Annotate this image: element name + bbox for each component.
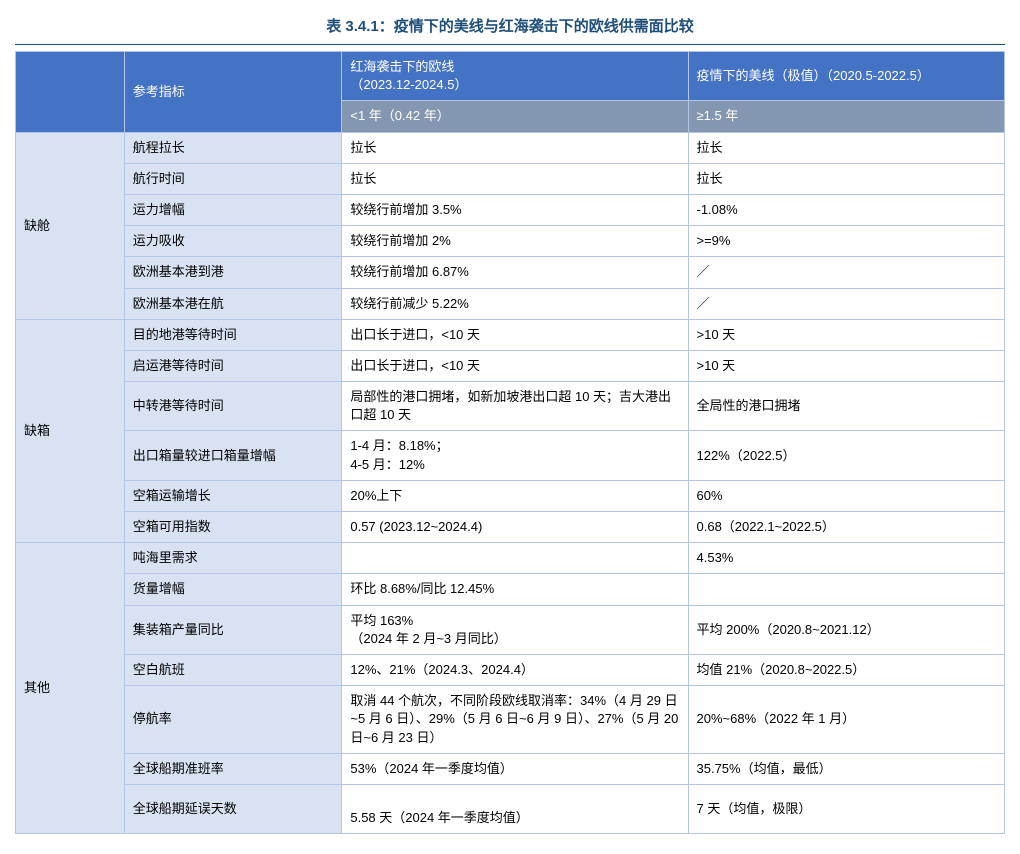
indicator-cell: 空箱运输增长 [124, 480, 342, 511]
table-row: 启运港等待时间出口长于进口，<10 天>10 天 [16, 350, 1005, 381]
comparison-table: 参考指标 红海袭击下的欧线（2023.12-2024.5） 疫情下的美线（极值）… [15, 51, 1005, 834]
eu-cell [342, 543, 688, 574]
eu-cell: 较绕行前增加 3.5% [342, 194, 688, 225]
indicator-cell: 欧洲基本港在航 [124, 288, 342, 319]
table-row: 缺箱目的地港等待时间出口长于进口，<10 天>10 天 [16, 319, 1005, 350]
eu-cell: 0.57 (2023.12~2024.4) [342, 512, 688, 543]
us-cell: 0.68（2022.1~2022.5） [688, 512, 1005, 543]
table-row: 全球船期准班率53%（2024 年一季度均值）35.75%（均值，最低） [16, 753, 1005, 784]
table-row: 中转港等待时间局部性的港口拥堵，如新加坡港出口超 10 天；吉大港出口超 10 … [16, 382, 1005, 431]
eu-cell: 拉长 [342, 132, 688, 163]
indicator-cell: 集装箱产量同比 [124, 605, 342, 654]
indicator-cell: 运力吸收 [124, 226, 342, 257]
table-row: 欧洲基本港到港较绕行前增加 6.87%／ [16, 257, 1005, 288]
title-rule [15, 44, 1005, 45]
eu-cell: 53%（2024 年一季度均值） [342, 753, 688, 784]
indicator-cell: 中转港等待时间 [124, 382, 342, 431]
indicator-cell: 出口箱量较进口箱量增幅 [124, 431, 342, 480]
header-blank [16, 52, 125, 133]
indicator-cell: 运力增幅 [124, 194, 342, 225]
eu-cell: 局部性的港口拥堵，如新加坡港出口超 10 天；吉大港出口超 10 天 [342, 382, 688, 431]
header-us: 疫情下的美线（极值）（2020.5-2022.5） [688, 52, 1005, 101]
subheader-eu: <1 年（0.42 年） [342, 101, 688, 132]
table-row: 空箱可用指数0.57 (2023.12~2024.4)0.68（2022.1~2… [16, 512, 1005, 543]
us-cell: >=9% [688, 226, 1005, 257]
indicator-cell: 航行时间 [124, 163, 342, 194]
eu-cell: 环比 8.68%/同比 12.45% [342, 574, 688, 605]
us-cell: 均值 21%（2020.8~2022.5） [688, 654, 1005, 685]
table-row: 空白航班12%、21%（2024.3、2024.4）均值 21%（2020.8~… [16, 654, 1005, 685]
indicator-cell: 航程拉长 [124, 132, 342, 163]
table-row: 缺舱航程拉长拉长拉长 [16, 132, 1005, 163]
eu-cell: 较绕行前增加 2% [342, 226, 688, 257]
us-cell: 7 天（均值，极限） [688, 784, 1005, 833]
eu-cell: 拉长 [342, 163, 688, 194]
eu-cell: 较绕行前增加 6.87% [342, 257, 688, 288]
table-row: 运力增幅较绕行前增加 3.5%-1.08% [16, 194, 1005, 225]
eu-cell: 20%上下 [342, 480, 688, 511]
table-row: 运力吸收较绕行前增加 2%>=9% [16, 226, 1005, 257]
table-row: 空箱运输增长20%上下60% [16, 480, 1005, 511]
eu-cell: 出口长于进口，<10 天 [342, 350, 688, 381]
indicator-cell: 货量增幅 [124, 574, 342, 605]
indicator-cell: 启运港等待时间 [124, 350, 342, 381]
us-cell: >10 天 [688, 319, 1005, 350]
eu-cell: 1-4 月：8.18%；4-5 月：12% [342, 431, 688, 480]
table-row: 欧洲基本港在航较绕行前减少 5.22%／ [16, 288, 1005, 319]
us-cell: 20%~68%（2022 年 1 月） [688, 686, 1005, 754]
us-cell [688, 574, 1005, 605]
eu-cell: 取消 44 个航次，不同阶段欧线取消率：34%（4 月 29 日~5 月 6 日… [342, 686, 688, 754]
us-cell: >10 天 [688, 350, 1005, 381]
table-row: 其他吨海里需求4.53% [16, 543, 1005, 574]
eu-cell: 较绕行前减少 5.22% [342, 288, 688, 319]
table-row: 航行时间拉长拉长 [16, 163, 1005, 194]
us-cell: ／ [688, 257, 1005, 288]
us-cell: 60% [688, 480, 1005, 511]
table-title: 表 3.4.1：疫情下的美线与红海袭击下的欧线供需面比较 [15, 15, 1005, 36]
us-cell: 35.75%（均值，最低） [688, 753, 1005, 784]
subheader-us: ≥1.5 年 [688, 101, 1005, 132]
indicator-cell: 空白航班 [124, 654, 342, 685]
table-row: 停航率取消 44 个航次，不同阶段欧线取消率：34%（4 月 29 日~5 月 … [16, 686, 1005, 754]
us-cell: ／ [688, 288, 1005, 319]
indicator-cell: 全球船期延误天数 [124, 784, 342, 833]
indicator-cell: 欧洲基本港到港 [124, 257, 342, 288]
table-row: 全球船期延误天数5.58 天（2024 年一季度均值）7 天（均值，极限） [16, 784, 1005, 833]
indicator-cell: 停航率 [124, 686, 342, 754]
indicator-cell: 吨海里需求 [124, 543, 342, 574]
us-cell: 拉长 [688, 163, 1005, 194]
header-indicator: 参考指标 [124, 52, 342, 133]
us-cell: 平均 200%（2020.8~2021.12） [688, 605, 1005, 654]
table-header-row: 参考指标 红海袭击下的欧线（2023.12-2024.5） 疫情下的美线（极值）… [16, 52, 1005, 101]
table-row: 出口箱量较进口箱量增幅1-4 月：8.18%；4-5 月：12%122%（202… [16, 431, 1005, 480]
eu-cell: 出口长于进口，<10 天 [342, 319, 688, 350]
us-cell: 122%（2022.5） [688, 431, 1005, 480]
table-row: 货量增幅环比 8.68%/同比 12.45% [16, 574, 1005, 605]
header-eu: 红海袭击下的欧线（2023.12-2024.5） [342, 52, 688, 101]
eu-cell: 12%、21%（2024.3、2024.4） [342, 654, 688, 685]
eu-cell: 5.58 天（2024 年一季度均值） [342, 784, 688, 833]
indicator-cell: 全球船期准班率 [124, 753, 342, 784]
us-cell: 全局性的港口拥堵 [688, 382, 1005, 431]
indicator-cell: 目的地港等待时间 [124, 319, 342, 350]
eu-cell: 平均 163%（2024 年 2 月~3 月同比） [342, 605, 688, 654]
indicator-cell: 空箱可用指数 [124, 512, 342, 543]
table-row: 集装箱产量同比平均 163%（2024 年 2 月~3 月同比）平均 200%（… [16, 605, 1005, 654]
us-cell: 4.53% [688, 543, 1005, 574]
group-cell: 缺箱 [16, 319, 125, 543]
group-cell: 缺舱 [16, 132, 125, 319]
us-cell: -1.08% [688, 194, 1005, 225]
group-cell: 其他 [16, 543, 125, 834]
us-cell: 拉长 [688, 132, 1005, 163]
